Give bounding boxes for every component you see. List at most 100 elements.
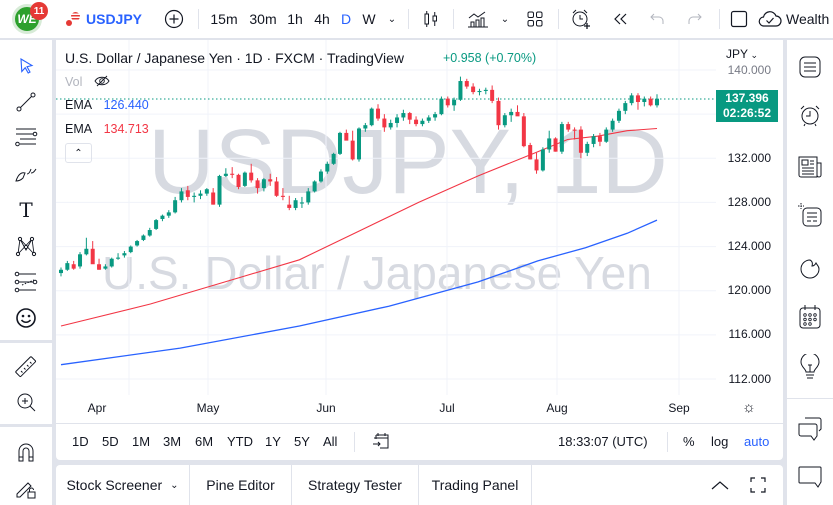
percent-toggle[interactable]: % bbox=[683, 434, 695, 449]
emoji-tool[interactable] bbox=[10, 304, 42, 332]
chart-panel: USDJPY, 1D U.S. Dollar / Japanese Yen U.… bbox=[56, 40, 783, 460]
calendar-button[interactable] bbox=[793, 300, 827, 334]
ema-fast-line bbox=[60, 127, 658, 327]
interval-4h[interactable]: 4h bbox=[314, 11, 330, 27]
lightbulb-icon bbox=[800, 354, 820, 379]
tab-stock-screener[interactable]: Stock Screener ⌄ bbox=[56, 465, 190, 505]
price-change: +0.958 (+0.70%) bbox=[443, 51, 537, 65]
range-6m[interactable]: 6M bbox=[195, 434, 214, 449]
tab-strategy-tester[interactable]: Strategy Tester bbox=[292, 465, 419, 505]
chats-button[interactable] bbox=[793, 412, 827, 446]
volume-legend[interactable]: Vol bbox=[65, 75, 110, 89]
chevron-down-icon: ⌄ bbox=[748, 50, 759, 60]
maximize-panel-button[interactable] bbox=[746, 465, 770, 505]
plus-circle-icon bbox=[164, 9, 184, 29]
chevron-up-icon: ⌃ bbox=[74, 147, 83, 159]
calendar-arrow-icon bbox=[373, 433, 389, 449]
create-alert-button[interactable] bbox=[568, 0, 594, 38]
time-axis[interactable]: Apr May Jun Jul Aug Sep ☼ bbox=[87, 399, 756, 416]
range-ytd[interactable]: YTD bbox=[227, 434, 253, 449]
brush-tool[interactable] bbox=[10, 160, 42, 188]
indicators-icon bbox=[468, 11, 488, 28]
ema-slow-line bbox=[60, 219, 658, 366]
log-toggle[interactable]: log bbox=[711, 434, 729, 449]
compare-symbol-button[interactable] bbox=[162, 0, 186, 38]
forecast-tool[interactable] bbox=[10, 268, 42, 296]
cursor-arrow-icon bbox=[20, 57, 34, 74]
ideas-button[interactable] bbox=[793, 350, 827, 384]
range-1d[interactable]: 1D bbox=[72, 434, 89, 449]
measure-tool[interactable] bbox=[10, 353, 42, 381]
hotlists-button[interactable] bbox=[793, 252, 827, 286]
chevron-up-icon bbox=[711, 481, 729, 490]
private-chats-button[interactable] bbox=[793, 460, 827, 494]
magnet-tool[interactable] bbox=[10, 438, 42, 466]
data-window-button[interactable] bbox=[793, 198, 827, 232]
date-range-bar: 1D 5D 1M 3M 6M YTD 1Y 5Y All 18:33:07 (U… bbox=[56, 423, 783, 460]
text-tool[interactable]: T bbox=[10, 196, 42, 224]
price-plot[interactable] bbox=[56, 40, 716, 395]
undo-button[interactable] bbox=[646, 0, 668, 38]
pattern-tool[interactable] bbox=[10, 232, 42, 260]
ruler-icon bbox=[15, 356, 36, 377]
interval-d[interactable]: D bbox=[340, 11, 352, 27]
interval-15m[interactable]: 15m bbox=[210, 11, 238, 27]
watchlist-button[interactable] bbox=[793, 50, 827, 84]
price-axis[interactable]: 140.000 132.000 128.000 124.000 120.000 … bbox=[727, 63, 771, 386]
range-3m[interactable]: 3M bbox=[163, 434, 182, 449]
trend-line-tool[interactable] bbox=[10, 88, 42, 116]
auto-scale-toggle[interactable]: auto bbox=[744, 434, 770, 449]
range-5d[interactable]: 5D bbox=[102, 434, 119, 449]
range-5y[interactable]: 5Y bbox=[294, 434, 310, 449]
replay-button[interactable] bbox=[608, 0, 632, 38]
save-layout-button[interactable]: Wealth bbox=[758, 0, 833, 38]
tab-trading-panel[interactable]: Trading Panel bbox=[419, 465, 532, 505]
range-all[interactable]: All bbox=[323, 434, 338, 449]
interval-w[interactable]: W bbox=[362, 11, 376, 27]
tab-pine-editor[interactable]: Pine Editor bbox=[190, 465, 292, 505]
fullscreen-toggle-button[interactable] bbox=[727, 0, 751, 38]
rewind-icon bbox=[614, 13, 627, 25]
go-to-date-button[interactable] bbox=[372, 432, 390, 453]
cursor-tool[interactable] bbox=[10, 52, 42, 80]
right-sidebar bbox=[787, 40, 833, 505]
fullscreen-corners-icon bbox=[750, 477, 766, 493]
ema-legend-fast[interactable]: EMA 134.713 bbox=[65, 122, 149, 136]
collapse-legend-button[interactable]: ⌃ bbox=[65, 143, 92, 163]
pattern-icon bbox=[15, 236, 37, 257]
alarm-plus-icon bbox=[572, 9, 590, 29]
symbol-search-button[interactable]: USDJPY bbox=[66, 0, 142, 38]
drawing-toolbar: T bbox=[0, 40, 52, 505]
redo-button[interactable] bbox=[684, 0, 706, 38]
indicators-button[interactable] bbox=[465, 0, 491, 38]
zoom-in-tool[interactable] bbox=[10, 388, 42, 416]
chevron-down-icon: ⌄ bbox=[170, 479, 179, 491]
currency-selector[interactable]: JPY ⌄ bbox=[726, 47, 759, 61]
last-price-tag: 137.396 02:26:52 bbox=[716, 90, 778, 122]
chart-settings-gear-icon[interactable]: ☼ bbox=[742, 399, 756, 416]
candles-icon bbox=[424, 11, 437, 27]
layout-button[interactable] bbox=[523, 0, 547, 38]
expand-panel-button[interactable] bbox=[708, 465, 732, 505]
interval-30m[interactable]: 30m bbox=[249, 11, 277, 27]
range-1y[interactable]: 1Y bbox=[265, 434, 281, 449]
news-button[interactable] bbox=[793, 150, 827, 184]
alerts-button[interactable] bbox=[793, 98, 827, 132]
chart-type-button[interactable] bbox=[418, 0, 444, 38]
usdjpy-flag-icon bbox=[66, 12, 80, 26]
interval-dropdown-chevron-icon[interactable]: ⌄ bbox=[387, 13, 397, 25]
ema-legend-slow[interactable]: EMA 126.440 bbox=[65, 98, 149, 112]
interval-1h[interactable]: 1h bbox=[287, 11, 303, 27]
data-window-icon bbox=[798, 203, 822, 227]
chat-bubble-icon bbox=[798, 466, 822, 488]
range-1m[interactable]: 1M bbox=[132, 434, 151, 449]
smiley-icon bbox=[16, 308, 36, 328]
magnet-icon bbox=[18, 443, 34, 462]
top-toolbar: WE 11 USDJPY 15m 30m 1h 4h D W ⌄ ⌄ Wealt… bbox=[0, 0, 833, 38]
fib-tool[interactable] bbox=[10, 123, 42, 151]
lock-drawings-tool[interactable] bbox=[10, 474, 42, 502]
brush-icon bbox=[15, 168, 37, 182]
utc-clock[interactable]: 18:33:07 (UTC) bbox=[558, 434, 648, 449]
indicators-dropdown-chevron-icon[interactable]: ⌄ bbox=[500, 13, 510, 25]
chart-title: U.S. Dollar / Japanese Yen · 1D · FXCM ·… bbox=[65, 50, 405, 66]
